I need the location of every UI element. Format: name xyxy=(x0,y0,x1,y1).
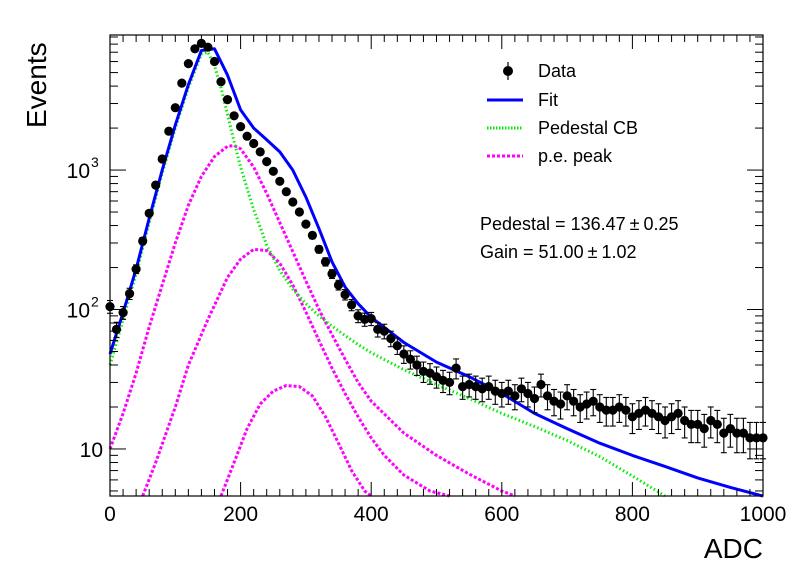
data-point xyxy=(699,424,709,434)
x-axis-title: ADC xyxy=(704,533,763,564)
data-point xyxy=(229,111,239,121)
data-point xyxy=(190,44,200,54)
data-point xyxy=(151,180,161,190)
x-tick-label: 800 xyxy=(615,503,650,526)
legend-label-fit: Fit xyxy=(538,90,558,110)
series-p-e-peak-2 xyxy=(141,247,450,498)
series-p-e-peak-3 xyxy=(219,384,373,498)
data-point xyxy=(621,405,631,415)
data-point xyxy=(451,363,461,373)
data-point xyxy=(307,230,317,240)
data-point xyxy=(118,308,128,318)
data-point xyxy=(333,280,344,290)
legend-label-pe: p.e. peak xyxy=(538,146,613,166)
gain-annotation: Gain = 51.00 ±1.02 xyxy=(480,242,637,262)
data-point xyxy=(255,147,265,157)
x-tick-label: 600 xyxy=(484,503,519,526)
data-point xyxy=(209,56,220,67)
data-point xyxy=(712,419,722,429)
data-point xyxy=(536,379,546,390)
y-tick-label: 10 xyxy=(80,439,103,462)
data-point xyxy=(405,354,415,364)
data-point xyxy=(719,428,729,438)
data-point xyxy=(751,433,762,443)
data-point xyxy=(170,103,180,113)
data-point xyxy=(268,166,278,176)
legend: Data Fit Pedestal CB p.e. peak xyxy=(487,61,638,166)
data-point xyxy=(399,349,409,359)
data-point xyxy=(327,269,337,279)
data-point xyxy=(732,428,742,438)
y-tick-exponent: 2 xyxy=(91,294,99,310)
x-tick-label: 200 xyxy=(223,503,258,526)
data-point xyxy=(340,290,350,300)
data-point xyxy=(164,126,174,136)
series-p-e-peak-1 xyxy=(108,144,516,498)
fit-curves-layer xyxy=(108,47,764,498)
data-point xyxy=(445,377,455,387)
data-point xyxy=(673,408,683,418)
data-point xyxy=(588,396,598,406)
data-point xyxy=(386,333,396,344)
data-point xyxy=(275,176,285,186)
data-point xyxy=(320,257,331,267)
x-tick-label: 0 xyxy=(104,503,116,526)
data-point xyxy=(510,391,520,401)
data-point xyxy=(366,314,376,324)
data-point xyxy=(738,428,749,438)
data-point xyxy=(157,154,167,164)
data-point xyxy=(236,122,246,132)
data-point xyxy=(177,78,187,88)
data-point xyxy=(301,219,311,229)
x-tick-label: 1000 xyxy=(740,503,787,526)
data-point xyxy=(725,424,736,434)
data-point xyxy=(745,433,755,443)
data-point xyxy=(392,341,402,351)
data-point xyxy=(183,59,193,69)
data-point xyxy=(242,131,252,141)
data-point xyxy=(516,384,527,394)
data-point xyxy=(222,95,233,105)
data-point xyxy=(249,138,259,149)
data-point xyxy=(138,236,148,246)
series-fit xyxy=(108,47,764,498)
data-point xyxy=(562,391,572,401)
data-point xyxy=(281,187,291,197)
data-point xyxy=(347,300,357,310)
data-point xyxy=(484,382,494,392)
data-point xyxy=(686,419,696,429)
y-tick-exponent: 3 xyxy=(91,154,99,170)
y-tick-label: 10 xyxy=(67,300,90,323)
data-point xyxy=(556,399,566,409)
data-point xyxy=(529,393,540,404)
data-point xyxy=(503,386,513,396)
legend-data-marker xyxy=(503,66,513,76)
legend-label-data: Data xyxy=(538,61,577,81)
data-point xyxy=(379,326,389,336)
data-point xyxy=(412,360,422,370)
data-point xyxy=(314,244,324,254)
data-point xyxy=(203,42,213,52)
data-point xyxy=(262,157,272,167)
data-point xyxy=(294,207,304,217)
data-point xyxy=(693,419,703,429)
data-point xyxy=(569,396,579,406)
x-tick-label: 400 xyxy=(354,503,389,526)
data-points-layer xyxy=(105,38,768,460)
data-point xyxy=(144,208,154,218)
legend-label-pedestal: Pedestal CB xyxy=(538,118,638,138)
y-axis-title: Events xyxy=(21,42,52,128)
data-point xyxy=(523,388,533,399)
y-tick-label: 10 xyxy=(67,160,90,183)
pedestal-annotation: Pedestal = 136.47 ±0.25 xyxy=(480,214,679,234)
data-point xyxy=(125,289,135,299)
data-point xyxy=(542,391,553,401)
data-point xyxy=(111,324,122,334)
data-point xyxy=(601,405,611,415)
data-point xyxy=(216,77,226,87)
data-point xyxy=(288,197,298,207)
data-point xyxy=(131,264,141,274)
